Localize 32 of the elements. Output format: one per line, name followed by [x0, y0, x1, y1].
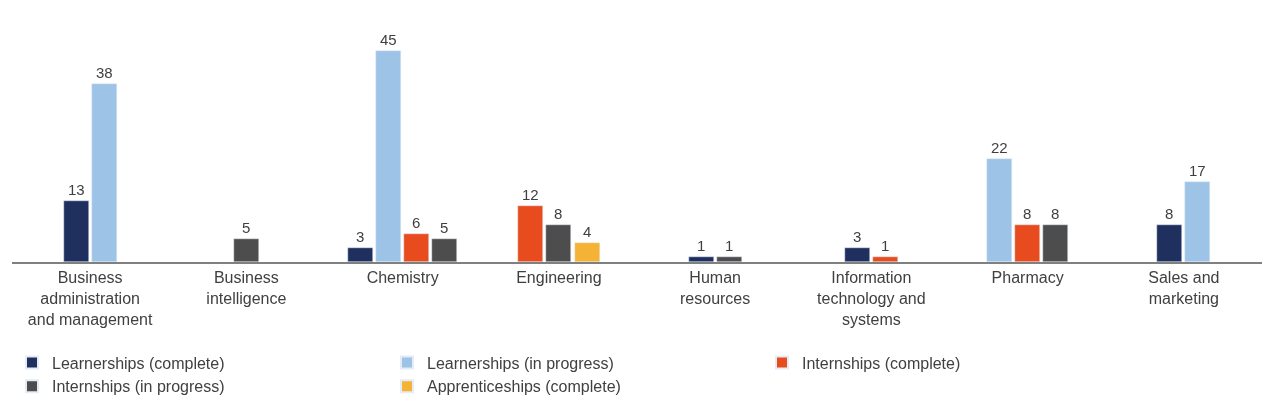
data-label: 8	[1165, 204, 1174, 222]
x-tick-label: Business administration and management	[27, 268, 153, 328]
data-label: 12	[521, 185, 539, 203]
x-tick-label: Chemistry	[366, 268, 439, 286]
x-tick-label: Human resources	[680, 268, 751, 307]
data-label: 1	[697, 236, 706, 254]
data-label: 4	[583, 222, 592, 240]
data-label: 5	[440, 218, 449, 236]
data-label: 38	[95, 63, 113, 81]
data-label: 13	[67, 180, 85, 198]
data-label: 1	[725, 236, 734, 254]
data-label: 8	[1051, 204, 1060, 222]
data-label: 45	[379, 30, 397, 48]
data-label: 5	[242, 218, 251, 236]
data-label: 8	[554, 204, 563, 222]
data-label: 17	[1188, 161, 1206, 179]
x-tick-label: Engineering	[516, 268, 602, 286]
x-tick-label: Business intelligence	[206, 268, 287, 307]
x-tick-label: Sales and marketing	[1148, 268, 1220, 307]
legend-label: Learnerships (complete)	[52, 354, 225, 372]
legend-label: Learnerships (in progress)	[427, 354, 614, 372]
x-tick-label: Pharmacy	[991, 268, 1064, 286]
legend-label: Internships (complete)	[802, 354, 961, 372]
legend-label: Internships (in progress)	[52, 378, 225, 396]
legend-label: Apprenticeships (complete)	[427, 378, 621, 396]
data-label: 22	[990, 138, 1008, 156]
data-label: 3	[853, 227, 862, 245]
data-label: 1	[881, 236, 890, 254]
x-tick-label: Information technology and systems	[817, 268, 926, 328]
data-label: 8	[1023, 204, 1032, 222]
data-label: 6	[412, 213, 421, 231]
data-label: 3	[356, 227, 365, 245]
